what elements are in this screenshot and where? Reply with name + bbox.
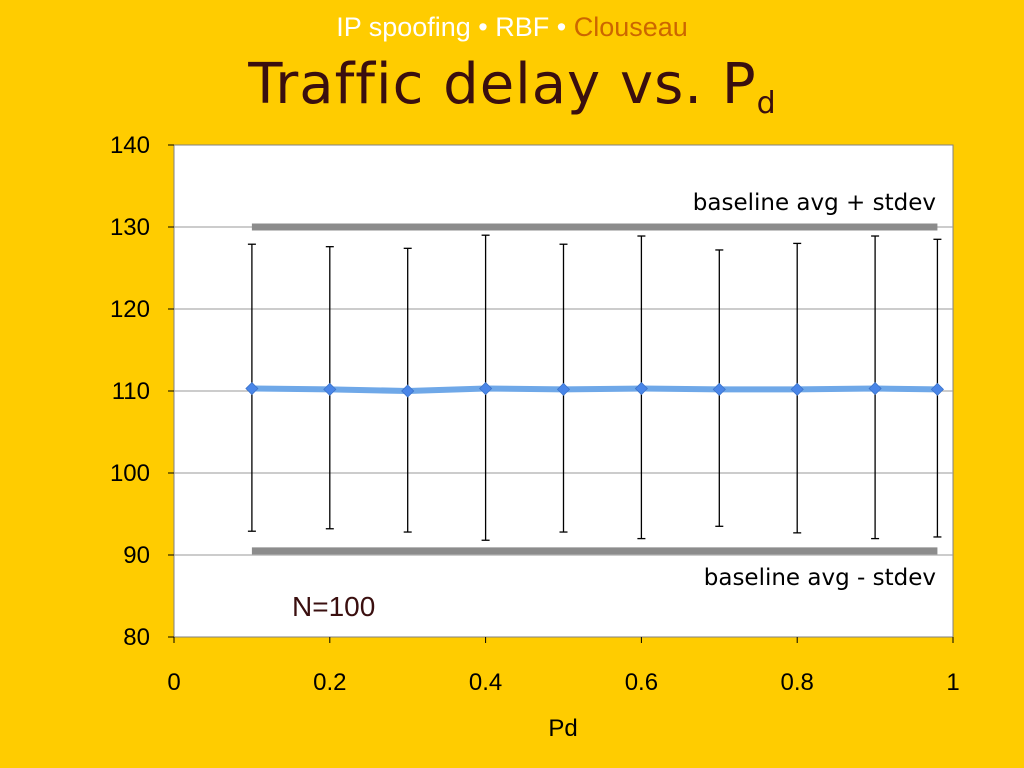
title-subscript: d xyxy=(756,86,776,121)
series xyxy=(245,381,944,398)
y-tick-label: 100 xyxy=(110,460,150,487)
data-point xyxy=(323,382,337,396)
header-clouseau: Clouseau xyxy=(573,12,688,42)
x-tick-label: 0.2 xyxy=(313,669,346,696)
axis-ticks xyxy=(168,144,954,643)
reference-lines xyxy=(251,223,938,555)
header-ip-spoofing: IP spoofing xyxy=(336,12,471,42)
x-tick-label: 0.4 xyxy=(469,669,502,696)
y-tick-label: 90 xyxy=(123,542,150,569)
data-point xyxy=(401,384,415,398)
x-tick-label: 0 xyxy=(167,669,180,696)
x-tick-label: 0.6 xyxy=(625,669,658,696)
tick-labels: 140 130 120 110 100 90 80 0 0.2 0.4 0.6 0.8 1 xyxy=(110,132,960,696)
x-tick-label: 1 xyxy=(946,669,959,696)
y-tick-label: 80 xyxy=(123,624,150,651)
data-point xyxy=(634,381,648,396)
data-point xyxy=(790,382,804,396)
data-point xyxy=(556,382,571,396)
data-point xyxy=(712,382,726,396)
sample-size-annotation: N=100 xyxy=(292,591,375,622)
data-point xyxy=(868,381,882,396)
data-point xyxy=(479,381,493,396)
header-rbf: RBF xyxy=(495,12,550,42)
y-tick-label: 120 xyxy=(110,296,150,323)
title-main: Traffic delay vs. P xyxy=(248,52,757,117)
x-tick-label: 0.8 xyxy=(781,669,814,696)
y-tick-label: 140 xyxy=(110,132,150,159)
header-separator: • xyxy=(470,12,496,42)
header-separator: • xyxy=(549,12,574,42)
lower-baseline-label: baseline avg - stdev xyxy=(704,565,936,591)
slide-title: Traffic delay vs. Pd xyxy=(0,50,1024,139)
series-line xyxy=(248,385,941,394)
y-tick-label: 130 xyxy=(110,214,150,241)
data-point xyxy=(930,382,944,396)
data-point xyxy=(245,381,259,396)
header-line: IP spoofing • RBF • Clouseau xyxy=(0,10,1024,44)
upper-baseline-label: baseline avg + stdev xyxy=(693,190,936,216)
y-tick-label: 110 xyxy=(112,378,150,405)
x-axis-label: Pd xyxy=(548,715,577,742)
